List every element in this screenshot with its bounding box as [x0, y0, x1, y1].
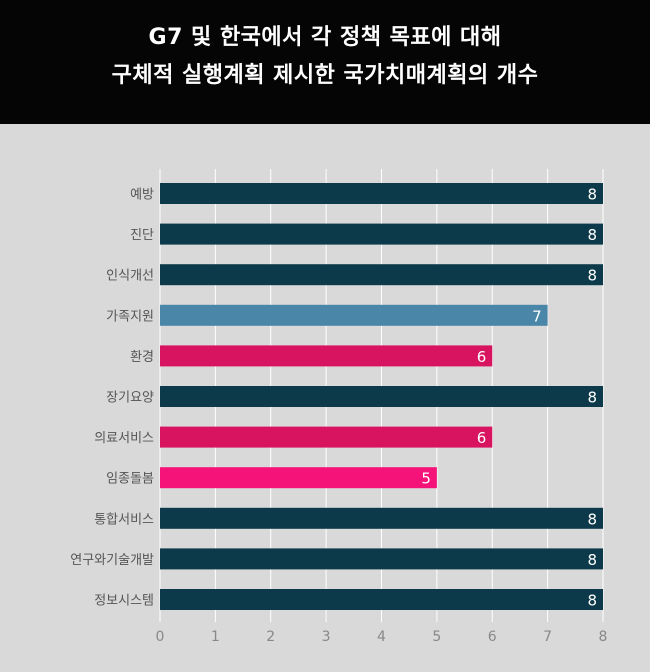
- bar-3: [160, 304, 548, 326]
- bar-4: [160, 345, 493, 367]
- value-label: 8: [587, 510, 597, 528]
- value-label: 8: [587, 186, 597, 204]
- chart-header: G7 및 한국에서 각 정책 목표에 대해 구체적 실행계획 제시한 국가치매계…: [0, 0, 650, 124]
- value-label: 8: [587, 551, 597, 569]
- bar-9: [160, 548, 603, 570]
- x-tick-label: 2: [266, 629, 275, 645]
- category-label: 진단: [130, 228, 154, 243]
- bar-2: [160, 264, 603, 286]
- value-label: 8: [587, 592, 597, 610]
- category-label: 환경: [130, 350, 154, 365]
- bar-0: [160, 183, 603, 204]
- x-tick-label: 1: [211, 629, 220, 645]
- category-label: 인식개선: [106, 269, 154, 284]
- bars: [160, 183, 603, 610]
- category-label: 연구와기술개발: [70, 553, 154, 568]
- category-label: 의료서비스: [94, 431, 154, 446]
- bar-7: [160, 467, 437, 489]
- value-label: 5: [421, 470, 431, 488]
- x-tick-label: 5: [432, 629, 441, 645]
- x-tick-label: 4: [377, 629, 386, 645]
- category-labels: 예방진단인식개선가족지원환경장기요양의료서비스임종돌봄통합서비스연구와기술개발정…: [70, 188, 154, 609]
- chart-title-line-1: G7 및 한국에서 각 정책 목표에 대해: [148, 25, 502, 50]
- category-label: 가족지원: [106, 309, 154, 324]
- bar-10: [160, 589, 603, 610]
- category-label: 통합서비스: [94, 512, 154, 527]
- category-label: 임종돌봄: [106, 472, 154, 487]
- category-label: 장기요양: [106, 391, 154, 406]
- value-labels: 8 8 8 7 6 8 6 5 8 8 8: [421, 186, 597, 610]
- x-tick-label: 8: [599, 629, 608, 645]
- value-label: 8: [587, 267, 597, 285]
- bar-6: [160, 426, 493, 448]
- x-tick-label: 3: [322, 629, 331, 645]
- value-label: 6: [477, 348, 487, 366]
- bar-1: [160, 223, 603, 245]
- value-label: 7: [532, 307, 542, 325]
- category-label: 정보시스템: [94, 594, 154, 609]
- x-tick-label: 7: [543, 629, 552, 645]
- value-label: 8: [587, 389, 597, 407]
- bar-5: [160, 386, 603, 407]
- x-tick-label: 0: [156, 629, 165, 645]
- value-label: 6: [477, 429, 487, 447]
- category-label: 예방: [130, 188, 154, 203]
- x-tick-label: 6: [488, 629, 497, 645]
- value-label: 8: [587, 226, 597, 244]
- x-axis-ticks: 0 1 2 3 4 5 6 7 8: [156, 629, 608, 645]
- chart-title-line-2: 구체적 실행계획 제시한 국가치매계획의 개수: [111, 63, 539, 88]
- bar-8: [160, 507, 603, 529]
- bar-chart: 예방진단인식개선가족지원환경장기요양의료서비스임종돌봄통합서비스연구와기술개발정…: [70, 169, 608, 645]
